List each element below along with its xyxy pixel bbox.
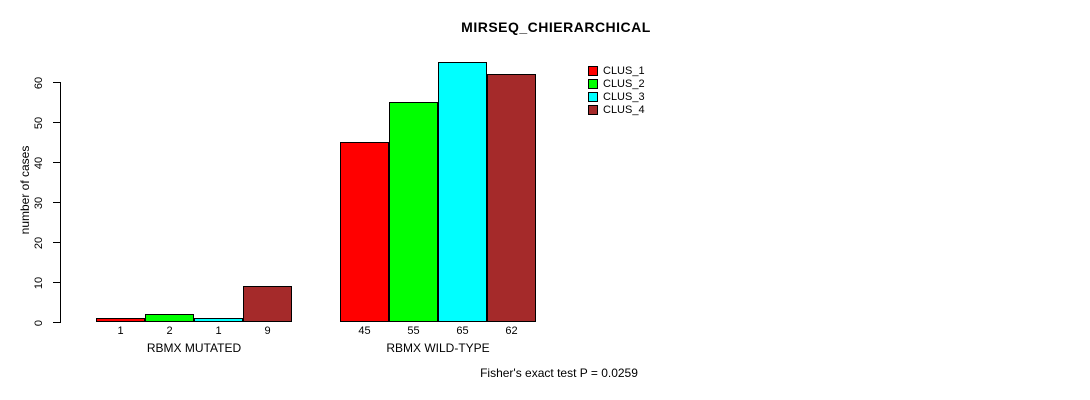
legend-label: CLUS_1 xyxy=(603,64,645,77)
y-tick-mark xyxy=(53,282,60,283)
y-tick-label: 40 xyxy=(33,156,45,169)
footer-annotation: Fisher's exact test P = 0.0259 xyxy=(480,366,638,380)
bar-value-label: 65 xyxy=(456,325,469,337)
bar-value-label: 1 xyxy=(215,325,222,337)
y-tick-label: 50 xyxy=(33,116,45,129)
bar-clus_3-group1 xyxy=(194,318,243,322)
bar-value-label: 9 xyxy=(264,325,271,337)
y-tick-label: 10 xyxy=(33,276,45,289)
legend-row-clus_2: CLUS_2 xyxy=(588,77,645,90)
legend-swatch-clus_2 xyxy=(588,78,598,89)
legend-label: CLUS_4 xyxy=(603,103,645,116)
legend-label: CLUS_2 xyxy=(603,77,645,90)
y-tick-mark xyxy=(53,122,60,123)
y-tick-mark xyxy=(53,202,60,203)
legend-row-clus_4: CLUS_4 xyxy=(588,103,645,116)
y-tick-label: 30 xyxy=(33,196,45,209)
bar-value-label: 2 xyxy=(166,325,173,337)
y-tick-mark xyxy=(53,322,60,323)
bar-clus_1-group2 xyxy=(340,142,389,322)
legend-swatch-clus_1 xyxy=(588,65,598,76)
y-tick-label: 20 xyxy=(33,236,45,249)
bar-clus_3-group2 xyxy=(438,62,487,322)
legend-swatch-clus_4 xyxy=(588,104,598,115)
y-tick-mark xyxy=(53,82,60,83)
bar-clus_1-group1 xyxy=(96,318,145,322)
bar-value-label: 62 xyxy=(505,325,518,337)
legend-row-clus_1: CLUS_1 xyxy=(588,64,645,77)
bar-clus_4-group1 xyxy=(243,286,292,322)
legend-label: CLUS_3 xyxy=(603,90,645,103)
y-tick-mark xyxy=(53,242,60,243)
bar-value-label: 45 xyxy=(358,325,371,337)
bar-value-label: 55 xyxy=(407,325,420,337)
chart-title: MIRSEQ_CHIERARCHICAL xyxy=(461,19,651,35)
y-tick-label: 60 xyxy=(33,76,45,89)
legend-swatch-clus_3 xyxy=(588,91,598,102)
y-tick-label: 0 xyxy=(33,319,45,326)
y-axis-label: number of cases xyxy=(18,145,32,235)
bar-clus_4-group2 xyxy=(487,74,536,322)
bar-clus_2-group2 xyxy=(389,102,438,322)
legend: CLUS_1 CLUS_2 CLUS_3 CLUS_4 xyxy=(588,64,645,116)
bar-value-label: 1 xyxy=(117,325,124,337)
y-axis-line xyxy=(60,82,61,323)
x-group-label: RBMX WILD-TYPE xyxy=(386,341,490,355)
legend-row-clus_3: CLUS_3 xyxy=(588,90,645,103)
y-tick-mark xyxy=(53,162,60,163)
bar-clus_2-group1 xyxy=(145,314,194,322)
x-group-label: RBMX MUTATED xyxy=(146,341,242,355)
